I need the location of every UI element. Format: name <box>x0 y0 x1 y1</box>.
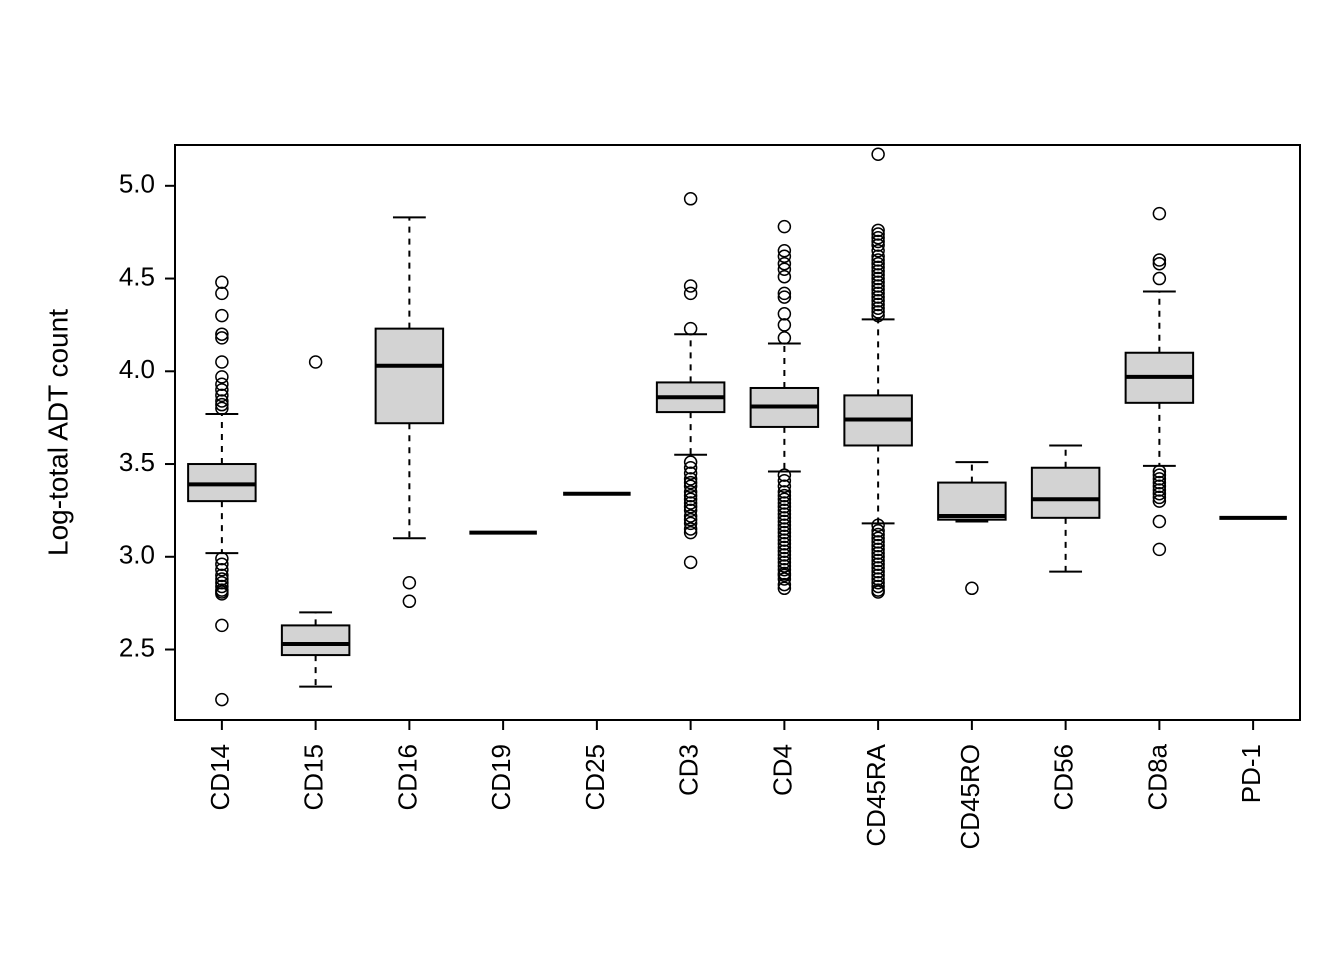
x-category-label: CD8a <box>1142 743 1172 810</box>
x-category-label: CD4 <box>767 744 797 796</box>
x-category-label: CD19 <box>486 744 516 810</box>
x-category-label: CD56 <box>1049 744 1079 810</box>
x-category-label: PD-1 <box>1236 744 1266 803</box>
svg-text:3.0: 3.0 <box>119 540 155 570</box>
x-category-label: CD15 <box>299 744 329 810</box>
svg-text:4.5: 4.5 <box>119 261 155 291</box>
x-category-label: CD3 <box>674 744 704 796</box>
x-category-label: CD25 <box>580 744 610 810</box>
svg-text:4.0: 4.0 <box>119 354 155 384</box>
y-axis-label: Log-total ADT count <box>42 309 73 556</box>
x-category-label: CD14 <box>205 744 235 810</box>
svg-text:3.5: 3.5 <box>119 447 155 477</box>
svg-text:5.0: 5.0 <box>119 169 155 199</box>
x-category-label: CD16 <box>392 744 422 810</box>
boxplot-chart: 2.5 3.0 3.5 4.0 4.5 5.0 Log-total ADT count CD1… <box>0 0 1344 960</box>
svg-text:2.5: 2.5 <box>119 632 155 662</box>
chart-svg: 2.5 3.0 3.5 4.0 4.5 5.0 Log-total ADT count CD1… <box>0 0 1344 960</box>
x-category-label: CD45RA <box>861 743 891 846</box>
x-category-label: CD45RO <box>955 744 985 849</box>
